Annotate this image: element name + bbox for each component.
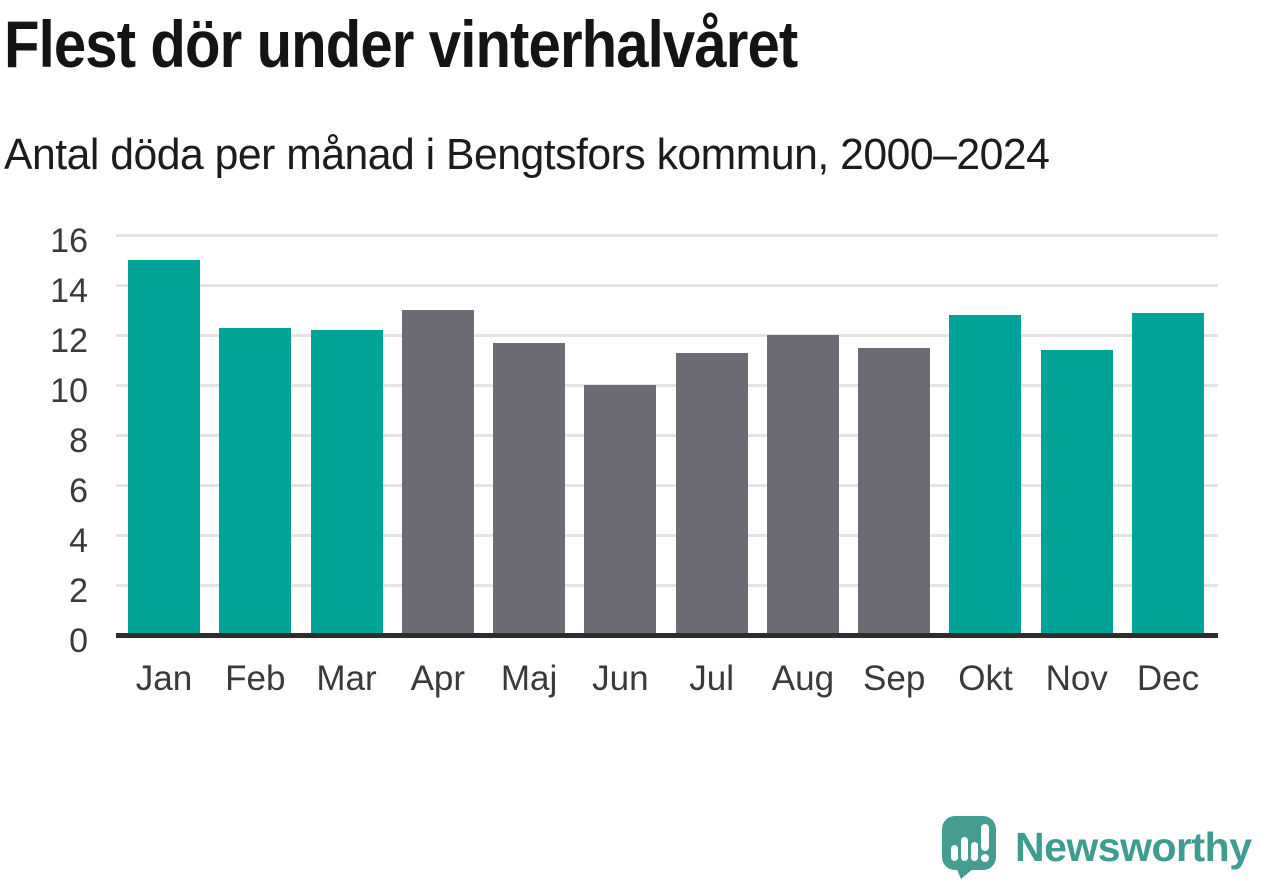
x-tick-label-aug: Aug [771, 659, 835, 698]
bar-nov [1040, 350, 1113, 635]
y-tick-label-4: 4 [69, 522, 88, 560]
x-axis-line [116, 633, 1218, 638]
y-tick-label-2: 2 [69, 572, 88, 610]
gridline-y8 [116, 433, 1218, 437]
x-tick-label-okt: Okt [958, 659, 1013, 698]
gridline-y4 [116, 533, 1218, 537]
gridline-y16 [116, 233, 1218, 237]
chart-title: Flest dör under vinterhalvåret [4, 7, 798, 81]
newsworthy-wordmark: Newsworthy [1015, 823, 1252, 870]
gridline-y12 [116, 333, 1218, 337]
newsworthy-branding: Newsworthy [941, 815, 1252, 879]
x-tick-label-mar: Mar [316, 659, 377, 698]
x-axis-labels: Jan Feb Mar Apr Maj Jun Jul Aug Sep Okt Nov Dec [116, 656, 1218, 706]
gridline-y10 [116, 383, 1218, 387]
newsworthy-logo-icon [942, 816, 996, 879]
bar-jul [675, 352, 748, 635]
y-tick-label-16: 16 [50, 222, 88, 260]
bar-dec [1132, 312, 1204, 635]
gridline-y6 [116, 483, 1218, 487]
x-tick-label-feb: Feb [225, 659, 286, 698]
y-tick-label-6: 6 [69, 472, 88, 510]
gridline-y2 [116, 583, 1218, 587]
plot-area [116, 233, 1218, 635]
y-tick-label-0: 0 [69, 622, 88, 660]
y-tick-label-12: 12 [50, 322, 88, 360]
x-tick-label-maj: Maj [500, 659, 558, 698]
bar-maj [493, 342, 566, 635]
chart-subtitle: Antal döda per månad i Bengtsfors kommun… [4, 130, 1050, 179]
x-tick-label-sep: Sep [863, 659, 926, 698]
bar-jun [584, 385, 657, 635]
x-tick-label-jul: Jul [689, 659, 734, 698]
x-tick-label-apr: Apr [410, 659, 466, 698]
gridline-y14 [116, 283, 1218, 287]
x-tick-label-jan: Jan [135, 659, 193, 698]
bar-okt [949, 315, 1022, 635]
y-tick-label-8: 8 [69, 422, 88, 460]
y-tick-label-10: 10 [50, 372, 88, 410]
y-axis-labels: 0 2 4 6 8 10 12 14 16 [0, 222, 88, 660]
x-tick-label-nov: Nov [1045, 659, 1108, 698]
x-tick-label-dec: Dec [1136, 659, 1200, 698]
bar-feb [219, 327, 292, 635]
bar-aug [766, 335, 839, 635]
bar-sep [858, 347, 931, 635]
bar-jan [128, 260, 200, 635]
y-tick-label-14: 14 [50, 272, 88, 310]
bar-mar [310, 330, 383, 635]
bar-apr [401, 310, 474, 635]
x-tick-label-jun: Jun [592, 659, 649, 698]
